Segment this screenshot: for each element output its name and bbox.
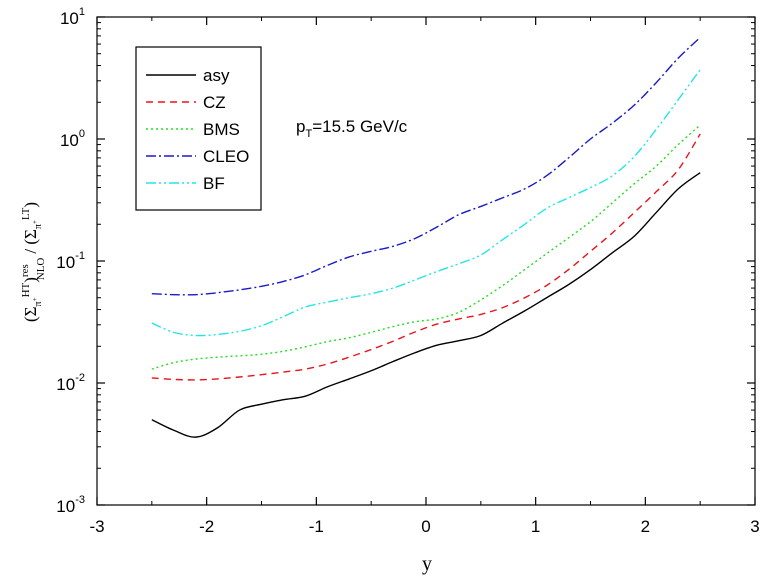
x-tick-label: -1 (309, 517, 324, 536)
y-tick-exp: -3 (75, 494, 85, 506)
y-tick-label: 100 (60, 128, 85, 150)
y-tick-exp: -2 (75, 372, 85, 384)
y-axis-label: (Σπ+HT)res NLO/ (Σπ+LT) (19, 202, 47, 322)
pt-annotation-p: p (296, 117, 305, 136)
y-label-divider: / ( (21, 239, 40, 254)
pt-annotation: pT=15.5 GeV/c (296, 117, 408, 140)
y-tick-label: 10-3 (56, 494, 85, 516)
y-label-sup-ht: HT (20, 282, 32, 297)
axis-ticks (96, 16, 756, 506)
legend: asy CZ BMS CLEO BF (146, 66, 249, 193)
y-tick-base: 10 (56, 497, 75, 516)
series-line-bf (151, 69, 701, 337)
legend-label-cz: CZ (203, 93, 226, 112)
y-label-sigma: Σ (21, 306, 40, 316)
pt-annotation-rest: =15.5 GeV/c (312, 117, 407, 136)
y-tick-base: 10 (56, 375, 75, 394)
y-tick-base: 10 (60, 131, 79, 150)
legend-label-bf: BF (203, 174, 225, 193)
series-line-cz (151, 133, 701, 381)
y-tick-label: 101 (60, 6, 85, 28)
y-label-close2: ) (21, 202, 40, 208)
x-tick-label: -3 (89, 517, 104, 536)
legend-label-cleo: CLEO (203, 147, 249, 166)
x-axis-label: y (422, 553, 432, 575)
y-tick-base: 10 (56, 253, 75, 272)
y-label-close: ) (21, 277, 40, 283)
y-label-open: ( (21, 316, 40, 322)
legend-label-bms: BMS (203, 120, 240, 139)
x-tick-label: -2 (199, 517, 214, 536)
series-lines (151, 36, 701, 438)
y-label-sub-plus: + (31, 297, 39, 301)
series-line-bms (151, 124, 701, 370)
y-label-sigma2: Σ (21, 229, 40, 239)
y-tick-exp: 1 (79, 6, 85, 18)
x-tick-label: 2 (641, 517, 650, 536)
y-tick-exp: 0 (79, 128, 85, 140)
x-tick-label: 0 (421, 517, 430, 536)
series-line-asy (151, 172, 701, 438)
y-label-sub-pi: π (33, 301, 44, 306)
y-tick-label: 10-1 (56, 250, 85, 272)
y-label-sub-pi2: π (33, 224, 44, 229)
x-tick-label: 3 (750, 517, 759, 536)
y-tick-base: 10 (60, 9, 79, 28)
y-tick-exp: -1 (75, 250, 85, 262)
y-label-sub-plus2: + (31, 220, 39, 224)
x-tick-label: 1 (531, 517, 540, 536)
y-label-sub-nlo: NLO (35, 258, 47, 281)
y-label-sup-res: res (19, 264, 31, 277)
x-tick-labels: -3 -2 -1 0 1 2 3 (89, 517, 759, 536)
y-tick-label: 10-2 (56, 372, 85, 394)
legend-box (135, 46, 262, 211)
series-line-cleo (151, 36, 701, 296)
legend-label-asy: asy (203, 66, 230, 85)
y-label-sup-lt: LT (20, 207, 32, 220)
pt-annotation-sub: T (305, 128, 312, 140)
